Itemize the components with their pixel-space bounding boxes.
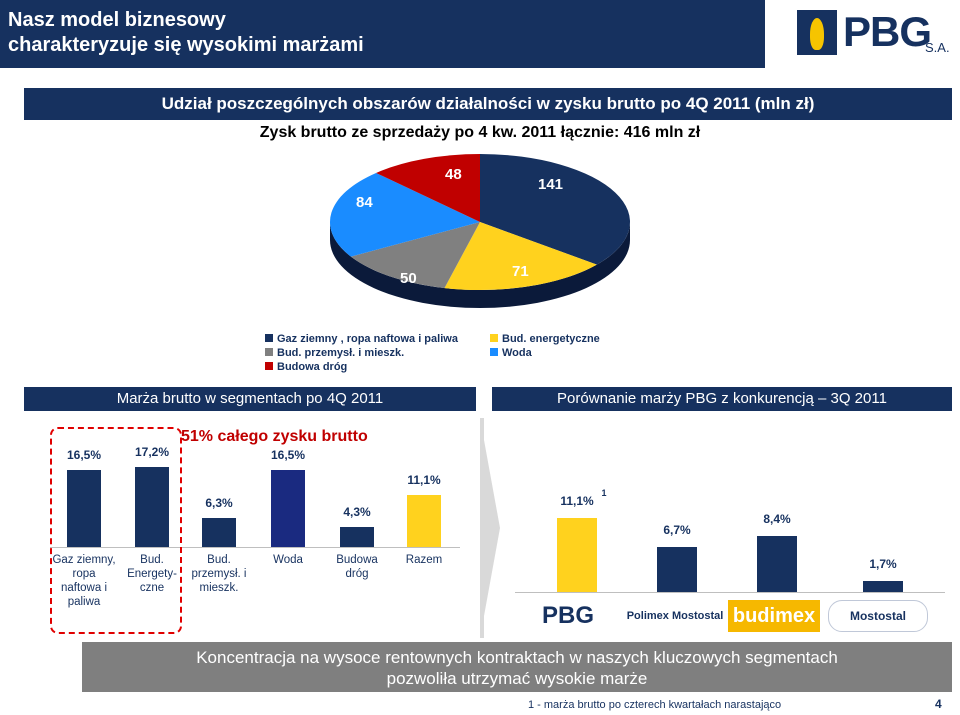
legend-label: Budowa dróg — [277, 361, 348, 373]
legend-swatch — [490, 348, 498, 356]
legend-label: Bud. przemysł. i mieszk. — [277, 347, 405, 359]
company-logo-polimex: Polimex Mostostal — [625, 600, 725, 632]
company-logo-mostostal: Mostostal — [828, 600, 928, 632]
category-label: Woda — [273, 554, 303, 566]
company-name: budimex — [732, 604, 816, 627]
logo-text: PBG — [843, 8, 932, 55]
pie-slice-gaz — [480, 154, 630, 265]
bar-5 — [407, 495, 441, 547]
legend-swatch — [265, 334, 273, 342]
legend-item-woda: Woda — [490, 347, 532, 359]
top-banner: Udział poszczególnych obszarów działalno… — [24, 88, 952, 120]
pie-label-gaz: 141 — [538, 176, 564, 193]
comp-bar-1 — [657, 547, 697, 592]
comp-bar-value-label: 6,7% — [663, 523, 691, 538]
comp-bar-2 — [757, 536, 797, 592]
comp-bar-value-label: 11,1% — [560, 494, 594, 508]
legend-label: Woda — [502, 347, 532, 359]
bar-value-label: 16,5% — [270, 448, 306, 463]
conclusion-banner: Koncentracja na wysoce rentownych kontra… — [82, 642, 952, 692]
legend-label: Bud. energetyczne — [502, 333, 600, 345]
left-bar-chart: 16,5% Gaz ziemny, ropa naftowa i paliwa 17,2%… — [50, 420, 470, 630]
legend-swatch — [265, 348, 273, 356]
highlight-note: 51% całego zysku brutto — [181, 428, 368, 445]
pie-slice-przemysl — [350, 222, 480, 289]
company-logo-pbg: PBG — [518, 600, 618, 632]
legend-label: Gaz ziemny , ropa naftowa i paliwa — [277, 333, 458, 345]
pie-slice-energetyczne — [444, 222, 597, 290]
page-title-line2: charakteryzuje się wysokimi marżami — [8, 34, 364, 56]
pie-slice-woda — [330, 172, 480, 257]
company-name: PBG — [541, 602, 594, 629]
legend-item-drogi: Budowa dróg — [265, 361, 347, 373]
bar-value-label: 16,5% — [66, 448, 102, 463]
left-chart-heading: Marża brutto w segmentach po 4Q 2011 — [24, 387, 476, 411]
pie-label-drogi: 48 — [445, 166, 462, 183]
right-chart-heading: Porównanie marży PBG z konkurencją – 3Q … — [492, 387, 952, 411]
company-name: Mostostal — [849, 609, 906, 623]
highlight-box — [50, 427, 182, 634]
footnote: 1 - marża brutto po czterech kwartałach … — [528, 699, 782, 711]
bar-3 — [271, 470, 305, 547]
left-chart-axis — [50, 547, 460, 548]
company-logo-budimex: budimex — [728, 600, 820, 632]
pbg-logo: PBG S.A. — [797, 8, 957, 60]
flame-icon — [810, 18, 824, 50]
footnote-marker: 1 — [601, 488, 607, 498]
category-label: Bud. Energety-czne — [127, 554, 177, 594]
logo-suffix: S.A. — [925, 40, 950, 55]
pie-slice-drogi — [376, 154, 480, 222]
bar-0 — [67, 470, 101, 547]
legend-item-energetyczne: Bud. energetyczne — [490, 333, 600, 345]
legend-swatch — [265, 362, 273, 370]
bar-value-label: 4,3% — [343, 505, 371, 519]
conclusion-line1: Koncentracja na wysoce rentownych kontra… — [196, 648, 838, 667]
pie-side — [330, 222, 630, 308]
page-title-line1: Nasz model biznesowy — [8, 9, 226, 31]
bar-value-label: 17,2% — [134, 445, 170, 459]
comp-bar-0 — [557, 518, 597, 592]
title-bar: Nasz model biznesowy charakteryzuje się … — [0, 0, 765, 68]
legend-swatch — [490, 334, 498, 342]
comp-bar-value-label: 1,7% — [869, 556, 897, 571]
pie-label-energetyczne: 71 — [512, 263, 529, 280]
category-label: Gaz ziemny, ropa naftowa i paliwa — [52, 554, 116, 608]
arrow-icon — [480, 418, 500, 638]
category-label: Bud. przemysł. i mieszk. — [191, 554, 247, 594]
conclusion-line2: pozwoliła utrzymać wysokie marże — [386, 669, 648, 688]
legend-item-gaz: Gaz ziemny , ropa naftowa i paliwa — [265, 333, 458, 345]
comp-bar-value-label: 8,4% — [763, 512, 791, 526]
right-bar-chart: 11,1% 1 6,7% 8,4% 1,7% — [515, 420, 955, 600]
bar-value-label: 6,3% — [205, 495, 233, 510]
category-label: Razem — [405, 554, 443, 566]
legend-item-przemysl: Bud. przemysł. i mieszk. — [265, 347, 404, 359]
pie-chart: 141 71 50 84 48 — [310, 150, 650, 325]
pie-label-przemysl: 50 — [400, 270, 417, 287]
pie-svg — [330, 154, 630, 308]
page-number: 4 — [935, 697, 942, 711]
bar-value-label: 11,1% — [407, 473, 441, 488]
category-label: Budowa dróg — [336, 554, 378, 580]
right-chart-axis — [515, 592, 945, 593]
comp-bar-3 — [863, 580, 903, 592]
bar-2 — [202, 517, 236, 547]
pie-subtitle: Zysk brutto ze sprzedaży po 4 kw. 2011 ł… — [259, 124, 701, 141]
company-name: Polimex Mostostal — [626, 610, 724, 622]
logo-badge — [797, 10, 837, 55]
bar-1 — [135, 467, 169, 547]
bar-4 — [340, 527, 374, 547]
page-title: Nasz model biznesowy charakteryzuje się … — [8, 8, 428, 58]
pie-label-woda: 84 — [356, 194, 373, 211]
